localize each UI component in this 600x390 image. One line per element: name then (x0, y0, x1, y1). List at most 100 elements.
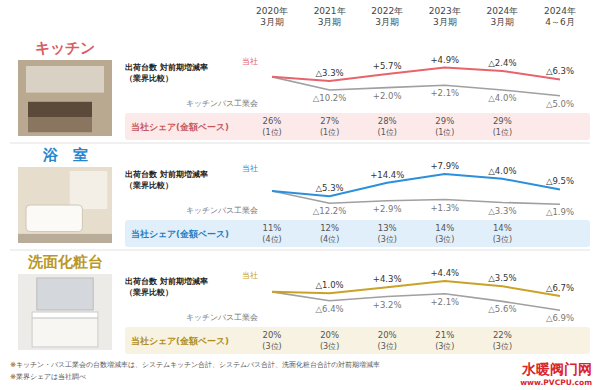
share-label: 当社シェア(金額ベース) (131, 336, 229, 346)
plot-area (272, 174, 560, 204)
panel: 洗面化粧台出荷台数 対前期増減率（業界比較） 当社キッチンバス工業会 △1.0% +4… (10, 250, 590, 354)
annotation: △10.2% (313, 93, 347, 103)
share-value: 13% (378, 223, 397, 233)
series-label: キッチンバス工業会 (186, 206, 258, 215)
footnote: ※業界シェアは当社調べ (10, 372, 86, 381)
annotation: △6.4% (316, 304, 344, 314)
series-line (272, 174, 560, 196)
share-rank: (3位) (320, 342, 339, 351)
share-rank: (3位) (435, 342, 454, 351)
watermark: 水暖阀门网 (521, 361, 592, 377)
series-label: キッチンバス工業会 (186, 313, 258, 322)
annotation: △6.3% (546, 66, 574, 76)
share-rank: (1位) (262, 128, 281, 137)
share-row-bg (125, 113, 590, 140)
share-value: 11% (263, 223, 282, 233)
separator (10, 143, 590, 144)
category-label: 2023年3月期 (429, 6, 461, 27)
annotation: +4.9% (430, 55, 459, 65)
category-label: 2022年3月期 (371, 6, 403, 27)
annotation: △12.2% (313, 206, 347, 216)
annotation: △3.5% (488, 273, 516, 283)
share-value: 21% (435, 330, 454, 340)
annotation: +2.9% (373, 204, 402, 214)
photo (18, 60, 112, 136)
annotation: +2.0% (373, 91, 402, 101)
annotation: +1.3% (430, 203, 459, 213)
share-rank: (3位) (378, 342, 397, 351)
annotation: +4.3% (373, 274, 402, 284)
annotation: +2.1% (430, 297, 459, 307)
share-value: 20% (378, 330, 397, 340)
photo (18, 274, 112, 350)
panel: キッチン出荷台数 対前期増減率（業界比較） 当社キッチンバス工業会 △3.3% +5.… (18, 39, 590, 140)
annotation: △3.3% (488, 206, 516, 216)
series-label: 当社 (242, 57, 258, 66)
annotation: △5.0% (546, 99, 574, 109)
share-value: 20% (263, 330, 282, 340)
share-rank: (1位) (435, 128, 454, 137)
series-label: 当社 (242, 164, 258, 173)
annotation: +5.7% (373, 61, 402, 71)
series-line (272, 281, 560, 296)
subtitle: 出荷台数 対前期増減率（業界比較） (125, 169, 208, 190)
share-rank: (3位) (493, 342, 512, 351)
annotation: +4.4% (430, 268, 459, 278)
subtitle: 出荷台数 対前期増減率（業界比較） (125, 276, 208, 297)
category-label: 2021年3月期 (314, 6, 346, 27)
panel-title: 洗面化粧台 (27, 253, 103, 271)
share-value: 14% (435, 223, 454, 233)
series-label: 当社 (242, 271, 258, 280)
category-label: 2024年3月期 (486, 6, 518, 27)
share-value: 26% (263, 116, 282, 126)
annotation: △6.7% (546, 283, 574, 293)
share-rank: (1位) (493, 128, 512, 137)
annotation: +14.4% (370, 170, 404, 180)
share-value: 12% (320, 223, 339, 233)
annotation: △5.3% (316, 183, 344, 193)
share-rank: (1位) (320, 128, 339, 137)
share-rank: (3位) (493, 235, 512, 244)
separator (10, 250, 590, 251)
series-label: キッチンバス工業会 (186, 99, 258, 108)
share-value: 20% (320, 330, 339, 340)
annotation: △5.6% (488, 304, 516, 314)
share-value: 29% (493, 116, 512, 126)
share-rank: (1位) (378, 128, 397, 137)
share-value: 22% (493, 330, 512, 340)
annotation: △9.5% (546, 176, 574, 186)
series-line (272, 68, 560, 82)
annotation: +2.1% (430, 88, 459, 98)
share-row-bg (125, 327, 590, 354)
share-rank: (4位) (320, 235, 339, 244)
panel: 浴 室出荷台数 対前期増減率（業界比較） 当社キッチンバス工業会 △5.3% +14.… (10, 143, 590, 247)
share-value: 14% (493, 223, 512, 233)
plot-area (272, 68, 560, 96)
category-label: 2020年3月期 (256, 6, 288, 27)
annotation: △1.0% (316, 280, 344, 290)
share-label: 当社シェア(金額ベース) (131, 122, 229, 132)
footnote: ※キッチン・バス工業会の台数増減率は、システムキッチン合計、システムバス合計、洗… (10, 360, 380, 369)
share-rank: (3位) (435, 235, 454, 244)
share-value: 27% (320, 116, 339, 126)
category-label: 2024年4～6月 (544, 6, 576, 27)
watermark: www.PVCPU.com (520, 378, 592, 387)
annotation: △6.9% (546, 313, 574, 323)
photo (18, 167, 112, 243)
annotation: △4.0% (488, 166, 516, 176)
share-row-bg (125, 220, 590, 247)
annotation: +3.2% (373, 300, 402, 310)
annotation: △3.3% (316, 68, 344, 78)
share-value: 29% (435, 116, 454, 126)
annotation: +7.9% (430, 161, 459, 171)
subtitle: 出荷台数 対前期増減率（業界比較） (125, 62, 208, 83)
annotation: △4.0% (488, 93, 516, 103)
chart: 2020年3月期 2021年3月期 2022年3月期 2023年3月期 2024年3月期… (0, 0, 600, 390)
share-rank: (4位) (262, 235, 281, 244)
annotation: △1.9% (546, 207, 574, 217)
panel-title: キッチン (35, 39, 95, 57)
share-rank: (3位) (262, 342, 281, 351)
share-value: 28% (378, 116, 397, 126)
share-label: 当社シェア(金額ベース) (131, 229, 229, 239)
panel-title: 浴 室 (42, 146, 88, 164)
